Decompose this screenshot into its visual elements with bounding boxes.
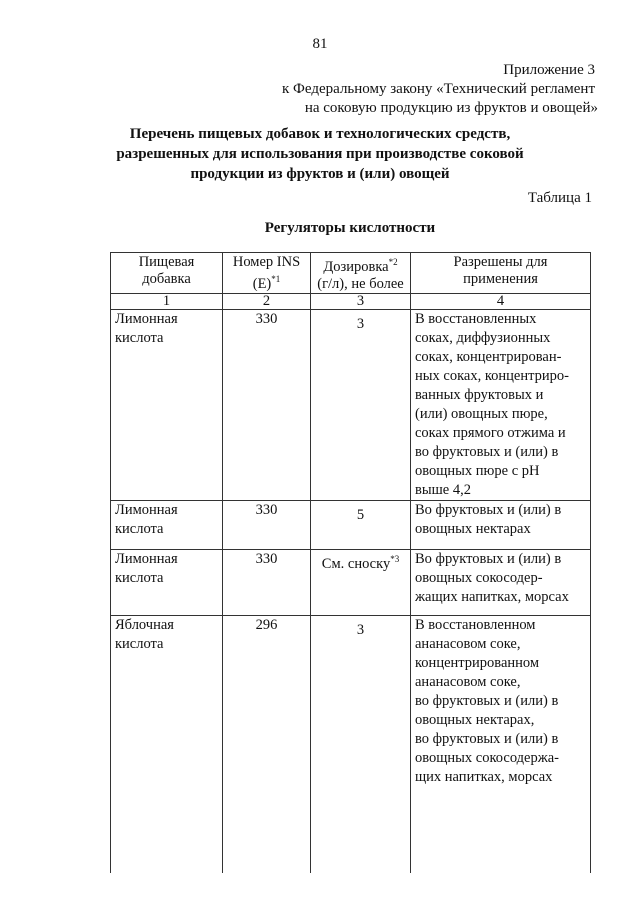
cell-usage: Во фруктовых и (или) в овощных нектарах xyxy=(410,499,591,550)
cell-dosage: 5 xyxy=(310,499,411,550)
acidity-regulators-table: Пищевая добавка Номер INS (E)*1 Дозировк… xyxy=(110,252,591,874)
cell-usage: В восстановленных соках, диффузионных со… xyxy=(410,308,591,501)
column-number: 3 xyxy=(310,292,411,310)
cell-additive: Лимонная кислота xyxy=(110,548,223,616)
cell-ins: 330 xyxy=(222,548,311,616)
table-header-row: Пищевая добавка Номер INS (E)*1 Дозировк… xyxy=(110,252,591,294)
cell-additive: Лимонная кислота xyxy=(110,499,223,550)
cell-usage: Во фруктовых и (или) в овощных сокосодер… xyxy=(410,548,591,616)
cell-ins: 330 xyxy=(222,308,311,501)
cell-dosage: См. сноску*3 xyxy=(310,548,411,616)
table-subtitle: Регуляторы кислотности xyxy=(264,220,436,236)
column-number: 1 xyxy=(110,292,223,310)
cell-ins: 296 xyxy=(222,614,311,874)
cell-dosage: 3 xyxy=(310,308,411,501)
document-title: Перечень пищевых добавок и технологическ… xyxy=(116,126,524,182)
column-number: 4 xyxy=(410,292,591,310)
table-row: Яблочная кислота 296 3 В восстановленном… xyxy=(110,614,591,874)
appendix-line-1: Приложение 3 xyxy=(503,62,595,78)
column-number-row: 1 2 3 4 xyxy=(110,292,591,310)
appendix-line-2: к Федеральному закону «Технический регла… xyxy=(282,81,595,97)
cell-usage: В восстановленном ананасовом соке, конце… xyxy=(410,614,591,874)
page-number: 81 xyxy=(312,36,328,52)
cell-additive: Лимонная кислота xyxy=(110,308,223,501)
cell-dosage: 3 xyxy=(310,614,411,874)
header-dosage: Дозировка*2 (г/л), не более xyxy=(310,252,411,294)
header-additive: Пищевая добавка xyxy=(110,252,223,294)
header-usage: Разрешены для применения xyxy=(410,252,591,294)
table-row: Лимонная кислота 330 5 Во фруктовых и (и… xyxy=(110,499,591,550)
cell-ins: 330 xyxy=(222,499,311,550)
column-number: 2 xyxy=(222,292,311,310)
header-ins: Номер INS (E)*1 xyxy=(222,252,311,294)
table-label: Таблица 1 xyxy=(527,190,592,206)
cell-additive: Яблочная кислота xyxy=(110,614,223,874)
table-row: Лимонная кислота 330 3 В восстановленных… xyxy=(110,308,591,501)
appendix-line-3: на соковую продукцию из фруктов и овощей… xyxy=(304,100,598,116)
table-row: Лимонная кислота 330 См. сноску*3 Во фру… xyxy=(110,548,591,616)
